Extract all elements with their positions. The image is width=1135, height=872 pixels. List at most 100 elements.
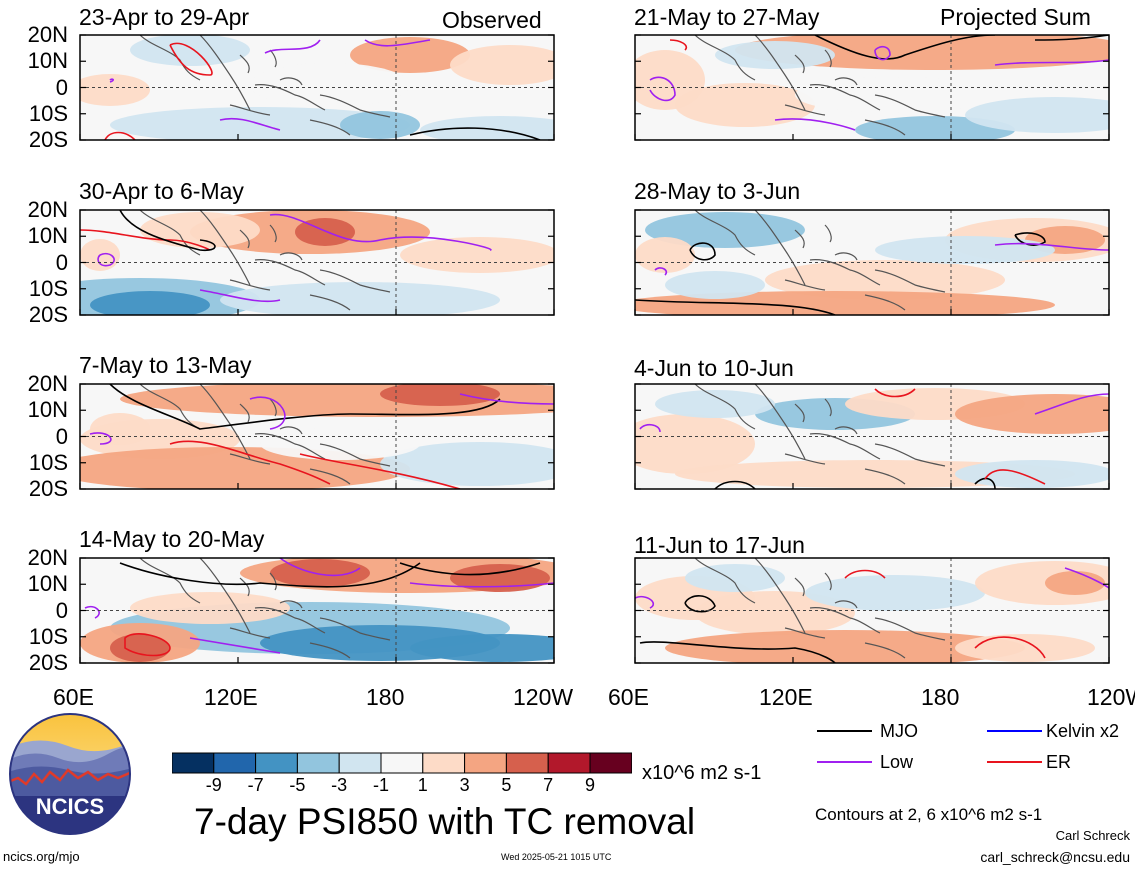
colorbar-swatch (213, 752, 257, 774)
panel-tag-projected: Projected Sum (940, 4, 1091, 30)
coastline (824, 49, 832, 68)
lat-label: 20N (27, 22, 68, 47)
lat-label: 10S (28, 623, 68, 649)
coastline (864, 119, 906, 136)
contour-line (109, 384, 501, 430)
coastline (874, 443, 946, 467)
contour-line (844, 569, 886, 579)
contour-line (119, 562, 421, 588)
coastline (309, 119, 351, 136)
coastline (254, 433, 326, 460)
coastline (784, 104, 826, 116)
legend-label-kelvin: Kelvin x2 (1046, 721, 1120, 741)
colorbar-tick-label: -9 (205, 775, 222, 795)
coastline (279, 600, 303, 609)
anomaly-region (450, 45, 554, 85)
coastline (834, 426, 858, 435)
anomaly-region (380, 384, 500, 406)
lon-label-120e-left: 120E (204, 684, 258, 710)
coastline (139, 384, 201, 430)
contour-line (974, 477, 996, 489)
colorbar-swatch (547, 752, 591, 774)
coastline (199, 210, 251, 286)
panel-title-3: 7-May to 13-May (79, 352, 252, 378)
contour-line (409, 127, 541, 140)
anomaly-region (955, 394, 1109, 434)
contour-line (169, 440, 331, 485)
colorbar-swatch (422, 752, 466, 774)
coastline (784, 279, 826, 291)
anomaly-region (400, 237, 554, 273)
coastline (874, 617, 946, 641)
contour-line (984, 469, 1046, 485)
contour-line (109, 78, 114, 83)
contour-line (189, 637, 281, 654)
coastline (279, 252, 303, 261)
contour-line (219, 117, 281, 131)
coastline (834, 252, 858, 261)
lat-label: 0 (55, 249, 68, 275)
lat-label: 20S (28, 302, 68, 327)
site-link[interactable]: ncics.org/mjo (3, 849, 80, 864)
legend-label-low: Low (880, 752, 914, 772)
coastline (309, 468, 351, 485)
coastline (864, 468, 906, 485)
coastline (319, 617, 391, 641)
coastline (694, 384, 756, 430)
contour-line (635, 595, 655, 609)
contour-line (104, 131, 136, 140)
coastline (809, 607, 881, 634)
anomaly-region (270, 559, 370, 587)
contour-line (84, 605, 100, 619)
colorbar-swatch (338, 752, 382, 774)
anomaly-region (655, 390, 775, 418)
panel-title-1: 23-Apr to 29-Apr (79, 4, 250, 30)
panel-title-6: 28-May to 3-Jun (634, 178, 801, 204)
coastline (874, 269, 946, 293)
logo-text: NCICS (36, 794, 104, 819)
panel-title-8: 11-Jun to 17-Jun (634, 532, 805, 558)
coastline (794, 229, 805, 249)
anomaly-region (1045, 571, 1105, 595)
anomaly-region (450, 564, 550, 592)
contour-line (639, 423, 661, 433)
coastline (229, 627, 271, 639)
colorbar-swatch (589, 752, 632, 774)
lon-label-120w-left: 120W (513, 684, 574, 710)
coastline (309, 642, 351, 659)
coastline (809, 84, 881, 111)
legend-label-mjo: MJO (880, 721, 918, 741)
contour-line (119, 210, 216, 252)
colorbar-swatch (505, 752, 549, 774)
colorbar-swatch (255, 752, 298, 774)
contour-line (974, 636, 1046, 659)
lat-label: 0 (55, 423, 68, 449)
anomaly-region (220, 282, 500, 315)
coastline (239, 229, 250, 249)
colorbar-tick-label: 3 (459, 775, 470, 795)
coastline (229, 104, 271, 116)
anomaly-region (130, 35, 250, 66)
coastline (254, 84, 326, 111)
lat-label: 10N (27, 397, 68, 423)
colorbar-swatch (296, 752, 340, 774)
anomaly-region (875, 236, 1055, 264)
contour-line (654, 267, 668, 276)
lon-label-180-right: 180 (921, 684, 960, 710)
lat-label: 0 (55, 74, 68, 100)
anomaly-region (250, 63, 410, 107)
contour-line (874, 45, 891, 61)
coastline (239, 577, 250, 597)
anomaly-region (685, 564, 785, 592)
coastline (269, 572, 277, 591)
contour-line (249, 396, 286, 430)
coastline (754, 35, 806, 111)
lat-label: 10N (27, 223, 68, 249)
colorbar-units: x10^6 m2 s-1 (642, 762, 762, 784)
map-panel-p7 (634, 383, 1110, 490)
map-panel-p2 (79, 209, 555, 316)
coastline (794, 54, 805, 74)
coastline (254, 259, 326, 286)
contour-line (714, 480, 756, 489)
contour-line (649, 76, 676, 102)
